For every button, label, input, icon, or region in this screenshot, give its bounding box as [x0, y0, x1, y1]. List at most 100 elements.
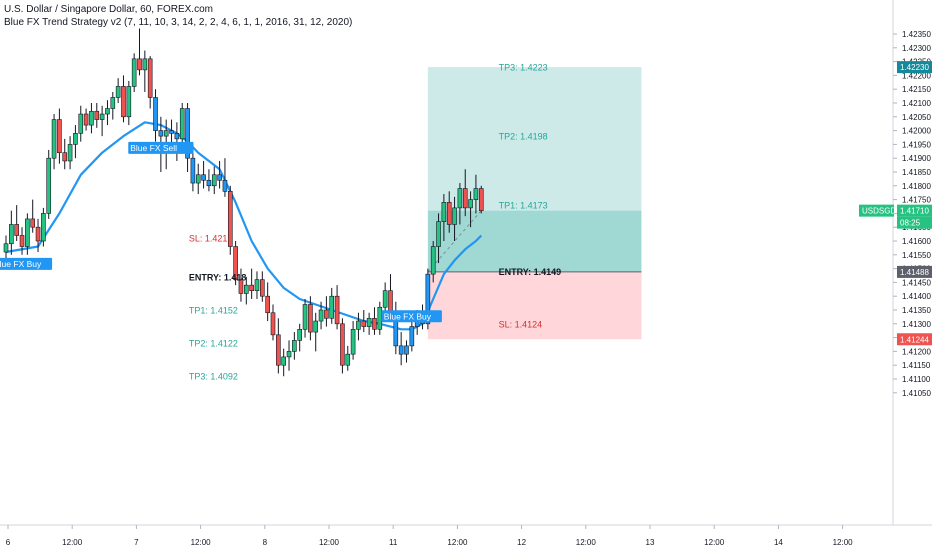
price-marker: 1.41244 [897, 333, 932, 346]
candle-body [227, 191, 233, 247]
candle[interactable] [361, 310, 367, 333]
candle[interactable] [292, 332, 297, 360]
candle[interactable] [452, 196, 457, 241]
candle[interactable] [462, 169, 468, 217]
candle[interactable] [276, 318, 281, 374]
candle[interactable] [404, 340, 409, 363]
candle[interactable] [201, 160, 206, 189]
stop-zone[interactable] [427, 271, 642, 340]
candle[interactable] [110, 91, 116, 120]
candle[interactable] [313, 312, 319, 352]
candle[interactable] [9, 210, 14, 255]
candle[interactable] [302, 298, 308, 338]
price-marker: 1.41488 [897, 265, 932, 278]
candle-body [169, 130, 174, 134]
candle-body [244, 284, 249, 294]
candle[interactable] [457, 183, 463, 225]
candle[interactable] [441, 194, 447, 241]
candle[interactable] [446, 191, 452, 233]
candle[interactable] [62, 138, 68, 170]
candle[interactable] [19, 227, 25, 255]
candle[interactable] [78, 105, 84, 142]
candle[interactable] [227, 185, 233, 255]
signal-tag[interactable]: Blue FX Sell [128, 141, 194, 154]
candle[interactable] [286, 340, 292, 371]
candle[interactable] [126, 80, 132, 126]
candle[interactable] [105, 100, 110, 126]
candle[interactable] [51, 114, 57, 170]
candle[interactable] [350, 321, 356, 360]
candle[interactable] [265, 282, 270, 322]
candle-body [436, 221, 441, 247]
candle[interactable] [195, 163, 201, 195]
candle[interactable] [67, 136, 73, 170]
candle[interactable] [142, 50, 148, 92]
candle[interactable] [473, 174, 479, 214]
candle[interactable] [121, 75, 126, 123]
candle[interactable] [318, 301, 324, 330]
candle[interactable] [308, 296, 313, 341]
candle[interactable] [14, 205, 19, 241]
candle[interactable] [147, 56, 153, 109]
candle[interactable] [478, 185, 484, 214]
candle[interactable] [377, 301, 383, 335]
candle[interactable] [99, 105, 105, 137]
level-annotation: TP2: 1.4198 [499, 132, 548, 142]
candle[interactable] [217, 160, 222, 189]
candle[interactable] [260, 271, 265, 302]
candle[interactable] [244, 276, 249, 305]
candle[interactable] [174, 122, 180, 161]
candle[interactable] [46, 149, 52, 219]
target-zone[interactable] [427, 67, 642, 211]
candle[interactable] [222, 158, 228, 197]
candle[interactable] [324, 296, 329, 327]
candle[interactable] [57, 108, 62, 164]
candle[interactable] [254, 271, 260, 299]
candle[interactable] [334, 285, 340, 330]
price-tick-label: 1.42300 [902, 44, 931, 53]
candle[interactable] [398, 332, 404, 366]
candle[interactable] [41, 207, 46, 247]
candle[interactable] [340, 318, 345, 374]
indicator-legend[interactable]: Blue FX Trend Strategy v2 (7, 11, 10, 3,… [4, 17, 353, 28]
open-profit-zone[interactable] [427, 210, 642, 272]
candle[interactable] [211, 166, 217, 195]
candle[interactable] [73, 125, 78, 159]
candle[interactable] [366, 312, 372, 335]
candle[interactable] [270, 304, 276, 341]
candle[interactable] [153, 89, 158, 142]
candle[interactable] [356, 312, 361, 341]
time-tick-label: 12 [517, 538, 526, 547]
candle[interactable] [281, 348, 286, 377]
candle[interactable] [468, 191, 473, 228]
candle-body [142, 58, 148, 71]
trend-line [5, 121, 483, 331]
candle[interactable] [137, 28, 142, 76]
candle[interactable] [238, 268, 244, 302]
candle[interactable] [430, 241, 436, 283]
candle[interactable] [35, 218, 41, 253]
candle[interactable] [297, 323, 303, 352]
candle[interactable] [345, 345, 351, 371]
candle[interactable] [233, 241, 238, 286]
candle[interactable] [89, 103, 94, 134]
candle[interactable] [30, 199, 36, 233]
candle[interactable] [131, 53, 137, 92]
candle[interactable] [409, 321, 415, 352]
candle[interactable] [393, 301, 399, 355]
candle[interactable] [436, 213, 441, 264]
candle[interactable] [249, 268, 254, 299]
candle[interactable] [206, 169, 212, 192]
candle[interactable] [329, 287, 335, 324]
candle[interactable] [94, 103, 100, 128]
candle[interactable] [25, 213, 30, 255]
signal-tag[interactable]: Blue FX Buy [381, 310, 442, 323]
candle[interactable] [372, 307, 377, 335]
candle-body [41, 213, 46, 242]
candle[interactable] [185, 103, 190, 172]
candle[interactable] [115, 78, 121, 103]
signal-tag[interactable]: Blue FX Buy [0, 257, 53, 270]
candle[interactable] [83, 108, 89, 131]
